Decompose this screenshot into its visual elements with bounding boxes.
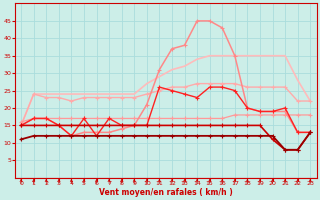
X-axis label: Vent moyen/en rafales ( km/h ): Vent moyen/en rafales ( km/h ): [99, 188, 233, 197]
